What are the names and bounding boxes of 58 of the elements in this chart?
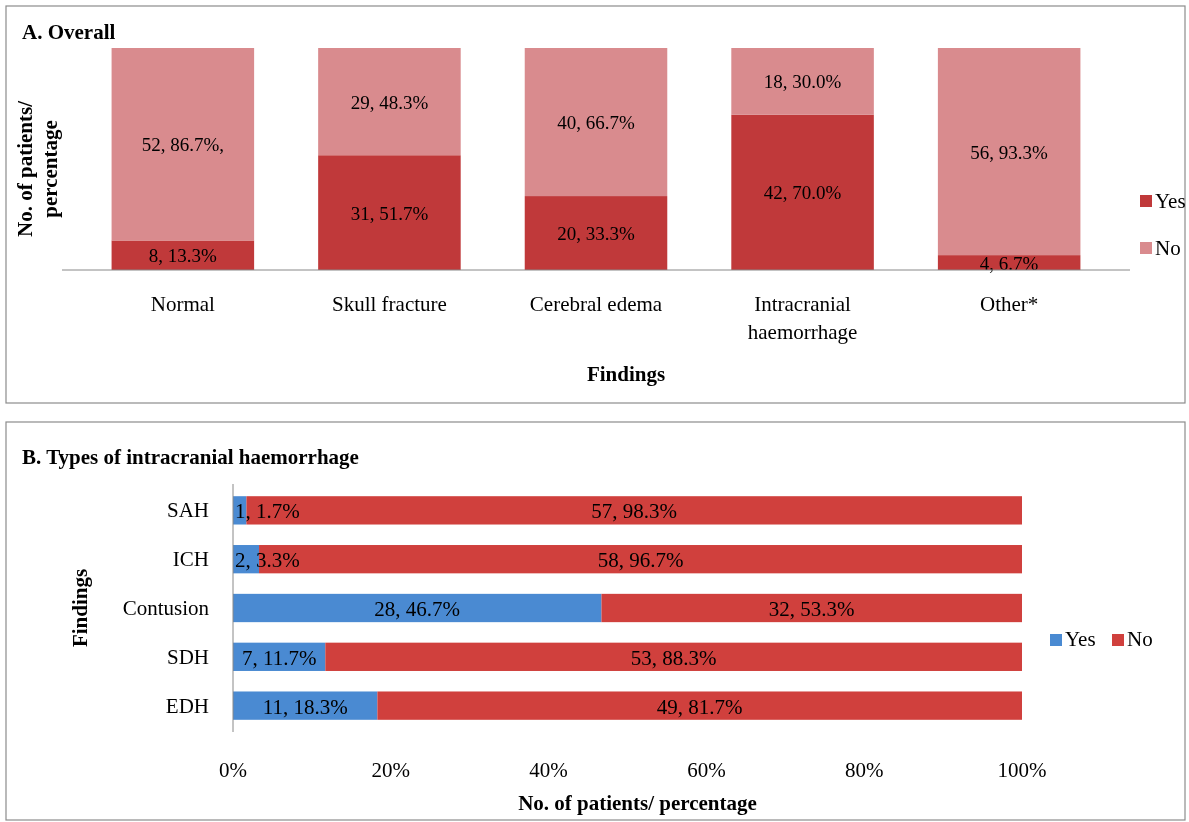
bar — [233, 593, 602, 623]
data-label: 32, 53.3% — [768, 597, 855, 621]
data-label: 8, 13.3% — [148, 245, 218, 267]
x-tick-label: 40% — [529, 758, 568, 782]
x-tick-label: 20% — [371, 758, 411, 782]
bar — [377, 691, 1022, 720]
chart-title: A. Overall — [22, 20, 116, 44]
bar — [318, 155, 461, 270]
x-tick-label: 0% — [219, 758, 247, 782]
x-tick-label: 100% — [997, 758, 1047, 782]
y-tick-label: EDH — [165, 693, 209, 718]
data-label: 58, 96.7% — [597, 548, 684, 573]
legend-label: Yes — [1155, 189, 1186, 213]
bar — [233, 691, 378, 720]
data-label: 28, 46.7% — [374, 597, 461, 621]
y-axis-title: Findings — [68, 568, 92, 648]
chart-title: B. Types of intracranial haemorrhage — [22, 445, 359, 469]
data-label: 7, 11.7% — [241, 645, 317, 670]
data-label: 20, 33.3% — [557, 223, 635, 245]
bar — [325, 642, 1022, 671]
data-label: 4, 6.7% — [979, 252, 1039, 274]
data-label: 52, 86.7%, — [141, 134, 225, 156]
x-axis-title: No. of patients/ percentage — [518, 791, 757, 815]
data-label: 29, 48.3% — [350, 91, 429, 113]
data-label: 53, 88.3% — [630, 645, 717, 670]
x-tick-label: 60% — [687, 758, 726, 782]
x-tick-label: Cerebral edema — [529, 292, 663, 316]
bar — [524, 196, 668, 270]
bar — [731, 114, 874, 270]
x-axis-title: Findings — [586, 362, 666, 386]
y-axis-title: No. of patients/ percentage — [13, 99, 62, 237]
x-tick-label: Intracranial haemorrhage — [747, 292, 858, 344]
data-label: 56, 93.3% — [970, 141, 1049, 163]
x-tick-label: Normal — [150, 292, 216, 316]
legend-label: No — [1155, 236, 1181, 260]
y-tick-label: SAH — [166, 498, 209, 523]
bar — [731, 48, 874, 115]
data-label: 31, 51.7% — [350, 202, 429, 224]
legend-label: No — [1127, 627, 1153, 651]
x-tick-label: 80% — [844, 758, 884, 782]
data-label: 49, 81.7% — [656, 694, 743, 719]
data-label: 40, 66.7% — [557, 112, 635, 134]
data-label: 11, 18.3% — [262, 694, 348, 719]
bar — [318, 48, 461, 156]
data-label: 57, 98.3% — [591, 499, 678, 524]
y-tick-label: ICH — [172, 547, 209, 572]
legend-label: Yes — [1065, 627, 1096, 651]
bar — [259, 545, 1022, 574]
bar — [524, 48, 668, 197]
x-tick-label: Other* — [979, 292, 1039, 316]
data-label: 18, 30.0% — [763, 71, 842, 93]
x-tick-label: Skull fracture — [331, 292, 447, 316]
y-tick-label: Contusion — [122, 596, 210, 620]
data-label: 42, 70.0% — [763, 182, 842, 204]
bar — [601, 593, 1022, 623]
bar — [937, 48, 1081, 256]
y-tick-label: SDH — [166, 644, 209, 669]
bar — [111, 48, 255, 241]
